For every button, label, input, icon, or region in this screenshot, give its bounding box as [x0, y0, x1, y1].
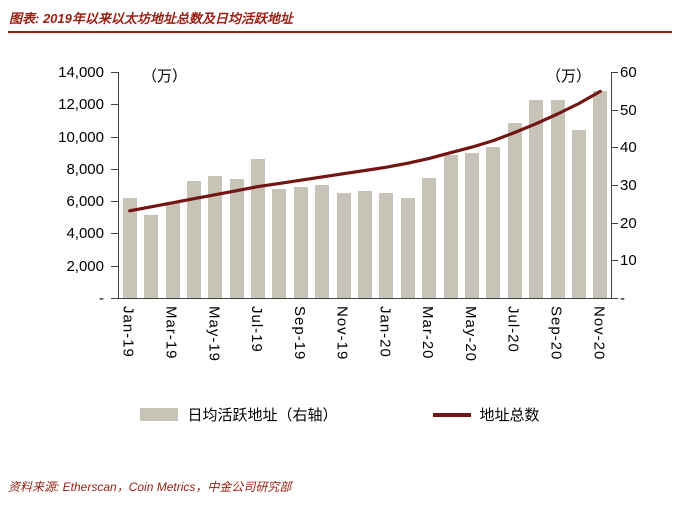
bar-Apr-19	[186, 181, 201, 298]
left-tick-mark	[111, 298, 118, 299]
left-axis-tick-labels: 14,000 12,000 10,000 8,000 6,000 4,000 2,000 -	[0, 64, 104, 307]
source-note: 资料来源: Etherscan，Coin Metrics，中金公司研究部	[8, 480, 292, 494]
right-tick-mark	[611, 298, 618, 299]
line-swatch	[432, 412, 471, 417]
plot-area	[118, 72, 612, 299]
bar-Aug-19	[272, 188, 287, 298]
left-axis-tick: -	[99, 290, 104, 307]
left-axis-tick: 6,000	[66, 193, 104, 211]
line-series	[128, 89, 602, 213]
bar-Sep-20	[550, 100, 565, 298]
left-axis-tick: 10,000	[58, 128, 104, 146]
bar-Feb-20	[400, 198, 415, 298]
right-tick-mark	[611, 147, 618, 149]
x-axis-label-Sep-20: Sep-20	[547, 306, 565, 361]
legend-label-bars: 日均活跃地址（右轴）	[187, 407, 338, 424]
bar-Jun-19	[229, 179, 244, 298]
right-axis-tick: 50	[620, 101, 637, 119]
bar-Jul-19	[251, 158, 265, 298]
right-tick-mark	[611, 185, 618, 186]
left-tick-mark	[111, 168, 118, 170]
x-axis-label-May-20: May-20	[462, 306, 479, 363]
x-axis-labels: Jan-19 Mar-19 May-19 Jul-19 Sep-19 Nov-19 Jan-…	[118, 304, 610, 378]
bar-Nov-19	[336, 192, 351, 298]
left-tick-mark	[111, 233, 118, 235]
chart-title: 图表: 2019年以来以太坊地址总数及日均活跃地址	[9, 11, 293, 26]
left-tick-mark	[111, 136, 118, 138]
right-axis-unit-label: （万）	[546, 68, 592, 85]
bar-Mar-19	[165, 202, 180, 298]
bar-Mar-20	[422, 177, 437, 298]
left-axis-unit-label: （万）	[142, 68, 188, 85]
left-axis-tick: 14,000	[58, 64, 104, 81]
x-axis-label-Jan-19: Jan-19	[119, 306, 137, 358]
legend-item-bars: 日均活跃地址（右轴）	[140, 404, 338, 425]
bar-Sep-19	[293, 186, 308, 298]
right-axis-tick: 60	[620, 64, 637, 81]
left-axis-tick: 4,000	[66, 225, 104, 243]
bar-Nov-20	[593, 90, 608, 298]
bar-swatch	[140, 408, 179, 421]
x-axis-label-Mar-19: Mar-19	[162, 306, 180, 360]
right-tick-mark	[611, 260, 618, 262]
bar-Apr-20	[443, 154, 458, 298]
left-axis-tick: 12,000	[58, 96, 104, 114]
legend: 日均活跃地址（右轴） 地址总数	[0, 404, 680, 425]
x-axis-label-Jul-19: Jul-19	[248, 306, 265, 353]
x-axis-label-Mar-20: Mar-20	[419, 306, 437, 360]
right-tick-mark	[611, 109, 618, 111]
x-axis-label-Nov-19: Nov-19	[333, 306, 351, 361]
right-axis-tick: 20	[620, 214, 637, 232]
x-axis-label-May-19: May-19	[205, 306, 223, 363]
title-divider	[8, 31, 672, 33]
bar-Feb-19	[144, 215, 159, 298]
x-axis-label-Jul-20: Jul-20	[504, 306, 522, 353]
right-tick-mark	[611, 222, 618, 224]
combo-chart: （万） （万） 14,000 12,000 10,000 8,000 6,000 4,00…	[0, 40, 680, 374]
left-axis-tick: 2,000	[66, 257, 104, 275]
legend-label-line: 地址总数	[479, 407, 540, 424]
bar-series	[119, 72, 611, 298]
right-tick-mark	[611, 72, 618, 73]
bar-May-20	[465, 153, 479, 298]
bar-Dec-19	[358, 190, 372, 298]
x-axis-label-Nov-20: Nov-20	[590, 306, 608, 361]
bar-Aug-20	[529, 100, 544, 298]
right-axis-tick: 40	[620, 139, 637, 157]
left-axis-tick: 8,000	[66, 160, 104, 178]
right-axis-tick: 30	[620, 177, 637, 194]
bar-Jan-19	[122, 198, 137, 298]
bar-Jan-20	[379, 192, 394, 298]
right-axis-tick: -	[620, 290, 625, 307]
left-tick-mark	[111, 201, 118, 203]
bar-Oct-19	[315, 185, 330, 298]
bar-Jun-20	[486, 147, 501, 298]
bar-Jul-20	[507, 122, 522, 298]
legend-item-line: 地址总数	[432, 404, 540, 425]
left-tick-mark	[111, 104, 118, 106]
bar-Oct-20	[571, 130, 586, 298]
right-axis-tick-labels: 60 50 40 30 20 10 -	[620, 64, 666, 307]
bar-May-19	[208, 175, 223, 298]
left-tick-mark	[111, 72, 118, 73]
x-axis-label-Sep-19: Sep-19	[290, 306, 308, 361]
x-axis-label-Jan-20: Jan-20	[376, 306, 394, 358]
left-tick-mark	[111, 265, 118, 267]
right-axis-tick: 10	[620, 252, 637, 270]
